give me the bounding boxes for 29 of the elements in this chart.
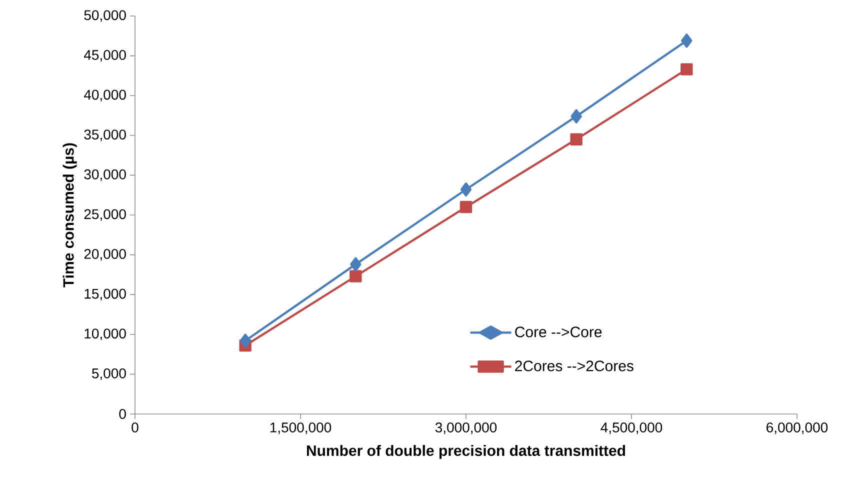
y-axis-title: Time consumed (µs) <box>62 143 77 288</box>
y-tick-label: 40,000 <box>84 90 126 102</box>
y-tick-label: 5,000 <box>92 368 126 380</box>
point <box>681 34 692 48</box>
x-tick-label: 1,500,000 <box>270 422 332 434</box>
legend-label: 2Cores -->2Cores <box>515 360 634 372</box>
point <box>570 109 582 124</box>
y-tick-label: 25,000 <box>84 209 126 221</box>
point <box>460 182 472 197</box>
point <box>570 133 582 146</box>
x-tick-label: 0 <box>132 422 138 432</box>
y-tick-label: 20,000 <box>84 248 126 261</box>
point <box>460 200 472 214</box>
point <box>350 257 362 272</box>
x-tick-label: 6,000,000 <box>766 422 828 434</box>
y-tick-label: 10,000 <box>84 328 126 340</box>
point <box>240 334 251 348</box>
x-axis-title: Number of double precision data transmitted <box>306 444 626 459</box>
y-tick-label: 0 <box>119 409 126 419</box>
legend-label: Core -->Core <box>515 326 602 338</box>
y-tick-label: 35,000 <box>84 130 126 142</box>
point <box>680 63 693 76</box>
point <box>350 270 362 282</box>
x-tick-label: 4,500,000 <box>600 422 662 434</box>
y-tick-label: 15,000 <box>84 288 126 300</box>
y-tick-label: 30,000 <box>84 169 126 181</box>
x-tick-label: 3,000,000 <box>435 422 497 434</box>
y-tick-label: 45,000 <box>84 50 126 62</box>
y-tick-label: 50,000 <box>84 10 126 22</box>
